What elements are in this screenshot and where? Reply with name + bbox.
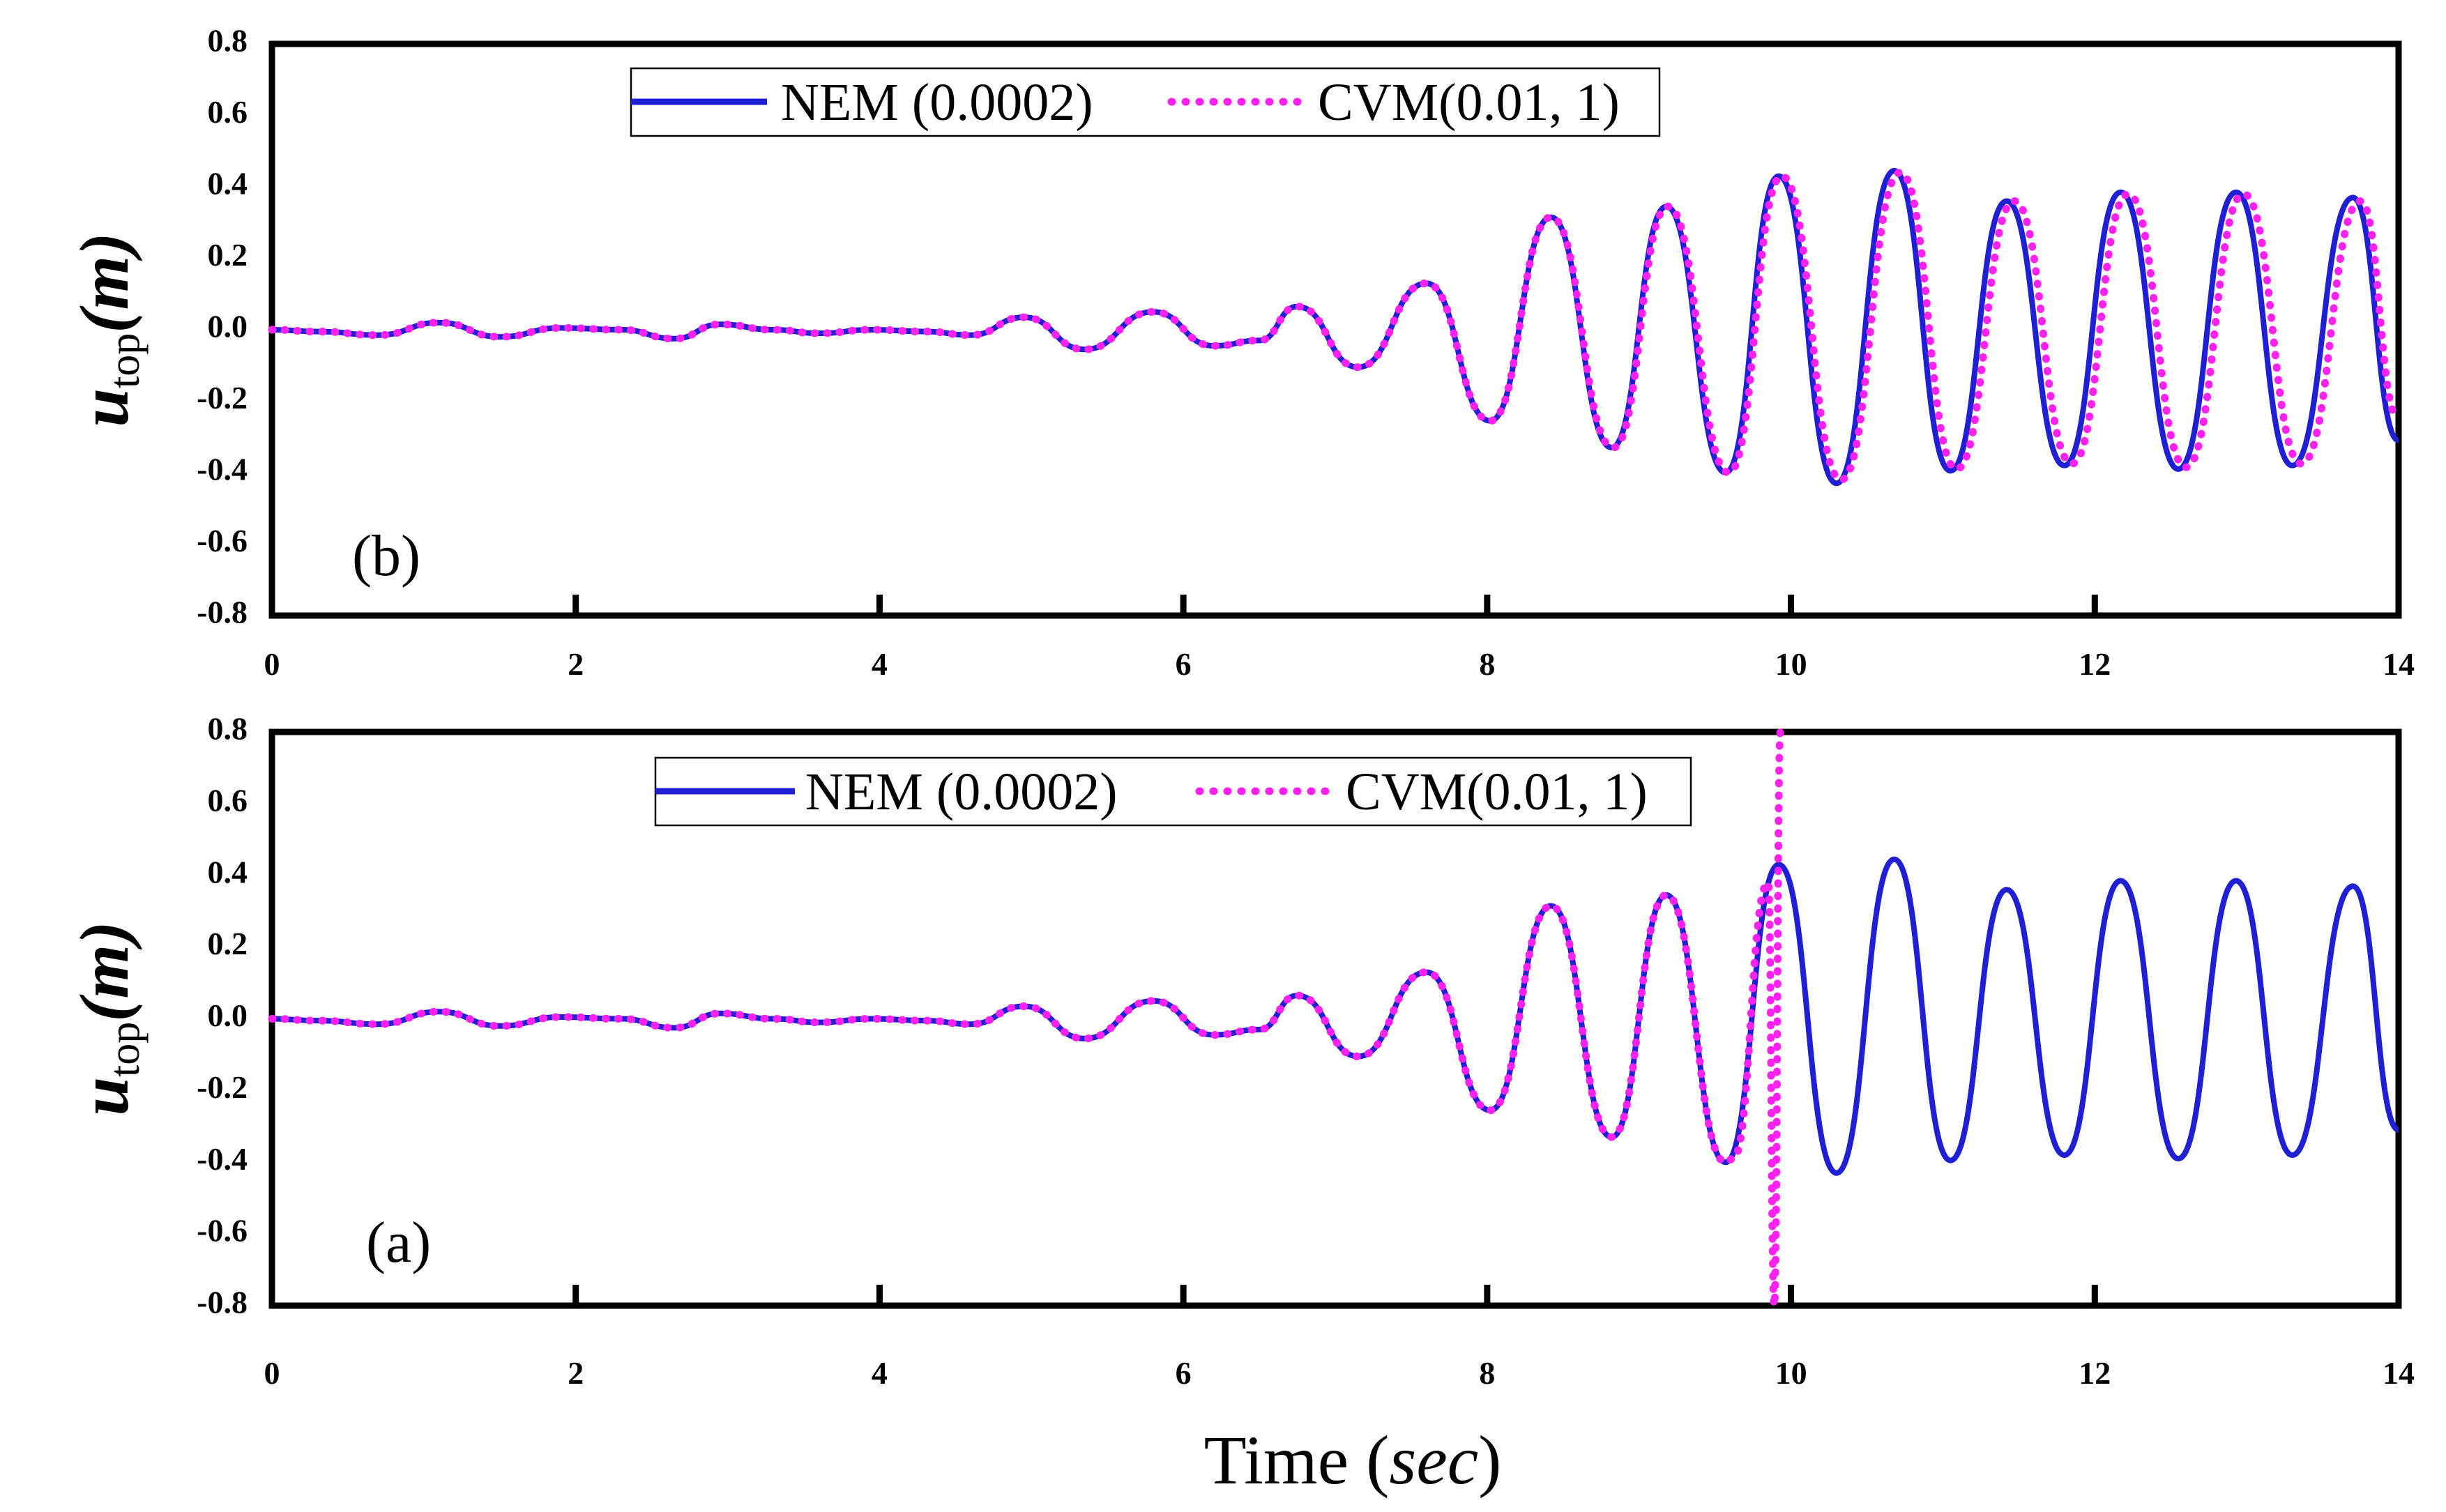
y-axis-title-subscript: top [101, 333, 149, 388]
legend-label-cvm: CVM(0.01, 1) [1318, 73, 1620, 132]
x-tick-label: 4 [872, 1355, 888, 1391]
y-axis-title: utop(m) [66, 921, 149, 1115]
x-tick-label: 10 [1775, 646, 1807, 682]
x-tick-label: 12 [2079, 1355, 2111, 1391]
legend-label-nem: NEM (0.0002) [805, 763, 1118, 821]
x-tick-label: 8 [1479, 646, 1495, 682]
x-tick-label: 2 [568, 646, 584, 682]
y-tick-label: 0.4 [208, 854, 248, 889]
x-tick-labels: 0 2 4 6 8 10 12 14 [264, 1355, 2415, 1391]
legend-label-cvm: CVM(0.01, 1) [1346, 763, 1648, 821]
legend-box [630, 67, 1661, 137]
x-tick-label: 14 [2383, 646, 2415, 682]
legend: NEM (0.0002) CVM(0.01, 1) [630, 67, 1661, 137]
y-tick-label: 0.8 [208, 711, 248, 747]
y-tick-label: -0.8 [197, 595, 248, 630]
y-tick-label: 0.2 [208, 237, 248, 273]
x-tick-label: 6 [1176, 646, 1192, 682]
chart-panel-a: 0.8 0.6 0.4 0.2 0.0 -0.2 -0.4 -0.6 -0.8 … [66, 711, 2415, 1499]
y-axis-title-variable: u [66, 388, 143, 427]
series-line-cvm [268, 728, 1784, 1310]
legend-label-nem: NEM (0.0002) [781, 73, 1093, 132]
legend: NEM (0.0002) CVM(0.01, 1) [654, 756, 1692, 827]
x-axis-title: Time (sec) [1204, 1421, 1502, 1499]
y-tick-label: -0.8 [197, 1285, 248, 1320]
y-tick-label: 0.8 [208, 23, 248, 59]
x-axis-title-unit: sec [1389, 1421, 1478, 1499]
x-tick-label: 6 [1176, 1355, 1192, 1391]
y-tick-labels: 0.8 0.6 0.4 0.2 0.0 -0.2 -0.4 -0.6 -0.8 [197, 23, 248, 630]
x-tick-label: 4 [872, 646, 888, 682]
svg-text:utop(m): utop(m) [66, 232, 149, 427]
y-tick-label: -0.4 [197, 1141, 248, 1177]
y-tick-label: -0.2 [197, 1069, 248, 1105]
x-tick-label: 2 [568, 1355, 584, 1391]
y-axis-title-unit: m [66, 256, 143, 310]
y-axis-title-unit: m [66, 945, 143, 999]
y-tick-label: 0.0 [208, 998, 248, 1033]
y-tick-label: -0.2 [197, 380, 248, 415]
y-tick-labels: 0.8 0.6 0.4 0.2 0.0 -0.2 -0.4 -0.6 -0.8 [197, 711, 248, 1320]
y-tick-label: 0.6 [208, 94, 248, 130]
x-axis-title-text: Time [1204, 1421, 1349, 1499]
series-line-cvm [268, 168, 2403, 484]
x-tick-label: 0 [264, 1355, 280, 1391]
y-tick-label: 0.4 [208, 166, 248, 201]
y-tick-label: -0.6 [197, 1213, 248, 1248]
x-tick-label: 12 [2079, 646, 2111, 682]
y-axis-title-subscript: top [101, 1022, 149, 1077]
x-tick-label: 0 [264, 646, 280, 682]
tick-marks [572, 1285, 2098, 1306]
y-tick-label: -0.4 [197, 452, 248, 487]
y-tick-label: 0.0 [208, 309, 248, 344]
y-axis-title: utop(m) [66, 232, 149, 427]
series-layer [268, 167, 2403, 487]
series-layer [268, 728, 2400, 1310]
chart-panel-b: 0.8 0.6 0.4 0.2 0.0 -0.2 -0.4 -0.6 -0.8 … [66, 23, 2415, 682]
y-tick-label: 0.2 [208, 926, 248, 961]
x-tick-label: 8 [1479, 1355, 1495, 1391]
svg-text:utop(m): utop(m) [66, 921, 149, 1115]
panel-label: (a) [366, 1210, 431, 1275]
panel-label: (b) [352, 524, 420, 588]
tick-marks [572, 595, 2098, 616]
y-tick-label: 0.6 [208, 782, 248, 818]
y-axis-title-variable: u [66, 1077, 143, 1116]
y-tick-label: -0.6 [197, 523, 248, 558]
x-tick-label: 14 [2383, 1355, 2415, 1391]
x-tick-labels: 0 2 4 6 8 10 12 14 [264, 646, 2415, 682]
x-tick-label: 10 [1775, 1355, 1807, 1391]
